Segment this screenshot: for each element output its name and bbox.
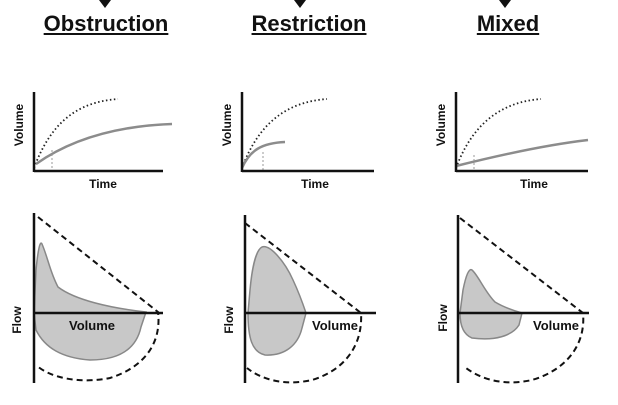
- normal-flow-volume-loop: [35, 216, 160, 382]
- restriction-volume-time-chart: Volume Time: [220, 92, 374, 191]
- panel-title-mixed: Mixed: [476, 11, 540, 36]
- normal-volume-curve: [455, 98, 542, 169]
- arrow-heads: [99, 0, 511, 8]
- x-axis-label: Volume: [69, 318, 115, 333]
- x-axis-label: Time: [520, 177, 548, 191]
- patient-flow-volume-loop: [247, 246, 307, 356]
- x-axis-label: Time: [301, 177, 329, 191]
- panel-title-obstruction: Obstruction: [43, 11, 169, 36]
- obstruction-flow-volume-loop: Flow Volume: [10, 213, 163, 383]
- patient-flow-volume-loop: [459, 268, 523, 340]
- y-axis-label: Volume: [434, 103, 448, 146]
- x-axis-label: Time: [89, 177, 117, 191]
- panel-title-restriction: Restriction: [251, 11, 367, 36]
- restriction-flow-volume-loop: Flow Volume: [222, 215, 376, 384]
- normal-volume-curve: [241, 98, 328, 169]
- mixed-volume-time-chart: Volume Time: [434, 92, 589, 191]
- y-axis-label: Volume: [12, 103, 26, 146]
- obstruction-volume-time-chart: Volume Time: [12, 92, 173, 191]
- patient-volume-curve: [455, 138, 589, 168]
- y-axis-label: Flow: [222, 306, 236, 334]
- normal-flow-volume-loop: [459, 217, 585, 384]
- x-axis-label: Volume: [312, 318, 358, 333]
- y-axis-label: Volume: [220, 103, 234, 146]
- mixed-flow-volume-loop: Flow Volume: [436, 215, 589, 384]
- patient-volume-curve: [240, 140, 286, 169]
- normal-flow-volume-loop: [244, 222, 363, 384]
- patient-flow-volume-loop: [33, 242, 148, 361]
- y-axis-label: Flow: [10, 306, 24, 334]
- y-axis-label: Flow: [436, 304, 450, 332]
- x-axis-label: Volume: [533, 318, 579, 333]
- patient-volume-curve: [35, 122, 173, 166]
